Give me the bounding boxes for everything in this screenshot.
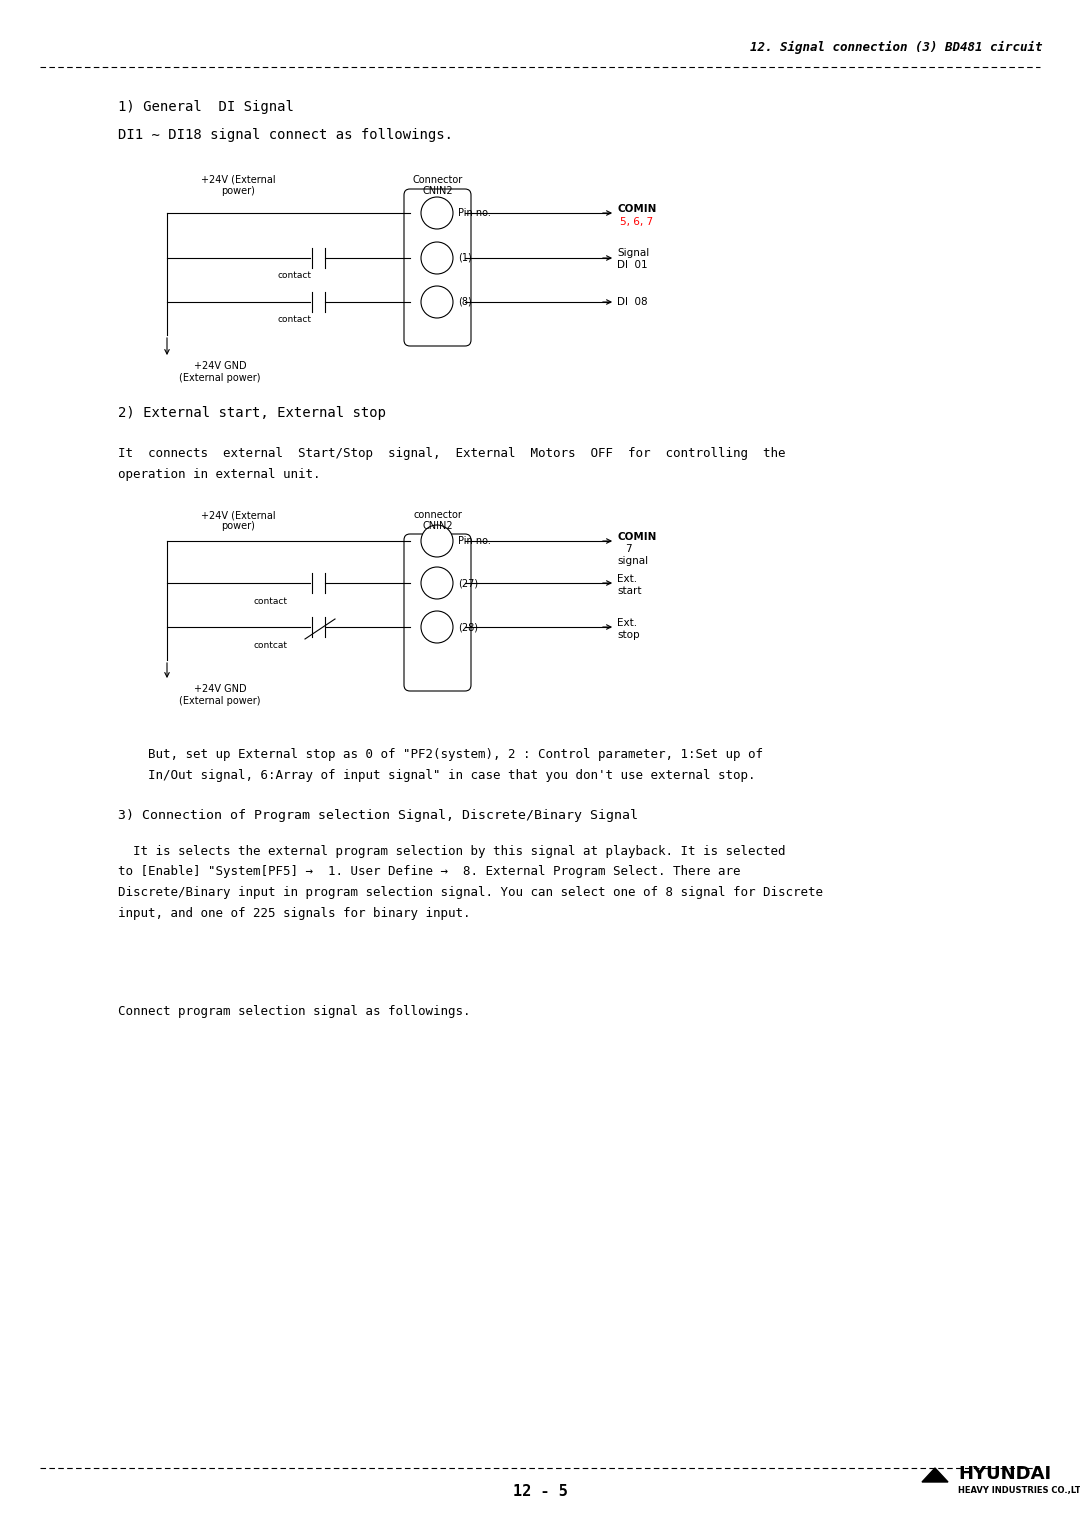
Text: +24V GND: +24V GND <box>193 361 246 371</box>
Text: contact: contact <box>278 270 312 280</box>
Text: +24V GND: +24V GND <box>193 685 246 694</box>
Text: contact: contact <box>253 596 287 605</box>
Text: Pin no.: Pin no. <box>458 536 491 545</box>
Circle shape <box>421 526 453 558</box>
Text: power): power) <box>221 186 255 196</box>
Text: COMIN: COMIN <box>617 532 657 542</box>
Text: (1): (1) <box>458 254 472 263</box>
Text: DI  01: DI 01 <box>617 260 648 270</box>
Polygon shape <box>922 1468 948 1482</box>
Text: 5, 6, 7: 5, 6, 7 <box>620 217 653 228</box>
Text: 2) External start, External stop: 2) External start, External stop <box>118 406 386 420</box>
Text: 7: 7 <box>625 544 632 555</box>
FancyBboxPatch shape <box>404 533 471 691</box>
Text: Signal: Signal <box>617 248 649 258</box>
Text: contact: contact <box>278 315 312 324</box>
Text: Ext.: Ext. <box>617 575 637 584</box>
Text: +24V (External: +24V (External <box>201 510 275 520</box>
Circle shape <box>421 611 453 643</box>
Text: It  connects  external  Start/Stop  signal,  External  Motors  OFF  for  control: It connects external Start/Stop signal, … <box>118 448 785 481</box>
Text: Connect program selection signal as followings.: Connect program selection signal as foll… <box>118 1005 471 1018</box>
Text: Pin no.: Pin no. <box>458 208 491 219</box>
Text: signal: signal <box>617 556 648 565</box>
Text: It is selects the external program selection by this signal at playback. It is s: It is selects the external program selec… <box>118 845 823 920</box>
Text: Connector: Connector <box>413 176 463 185</box>
Text: HEAVY INDUSTRIES CO.,LTD.: HEAVY INDUSTRIES CO.,LTD. <box>958 1485 1080 1494</box>
FancyBboxPatch shape <box>404 189 471 345</box>
Text: (28): (28) <box>458 622 478 633</box>
Text: connector: connector <box>414 510 462 520</box>
Text: power): power) <box>221 521 255 532</box>
Circle shape <box>421 286 453 318</box>
Text: DI  08: DI 08 <box>617 296 648 307</box>
Text: stop: stop <box>617 630 639 640</box>
Text: COMIN: COMIN <box>617 205 657 214</box>
Text: contcat: contcat <box>253 640 287 649</box>
Text: start: start <box>617 587 642 596</box>
Circle shape <box>421 567 453 599</box>
Text: Ext.: Ext. <box>617 617 637 628</box>
Circle shape <box>421 241 453 274</box>
Text: 12 - 5: 12 - 5 <box>513 1485 567 1499</box>
Text: 3) Connection of Program selection Signal, Discrete/Binary Signal: 3) Connection of Program selection Signa… <box>118 808 638 822</box>
Circle shape <box>421 197 453 229</box>
Text: (External power): (External power) <box>179 695 260 706</box>
Text: But, set up External stop as 0 of "PF2(system), 2 : Control parameter, 1:Set up : But, set up External stop as 0 of "PF2(s… <box>118 749 762 782</box>
Text: CNIN2: CNIN2 <box>422 186 454 196</box>
Text: 12. Signal connection (3) BD481 circuit: 12. Signal connection (3) BD481 circuit <box>750 40 1042 53</box>
Text: 1) General  DI Signal: 1) General DI Signal <box>118 99 294 115</box>
Text: CNIN2: CNIN2 <box>422 521 454 532</box>
Text: +24V (External: +24V (External <box>201 176 275 185</box>
Text: DI1 ∼ DI18 signal connect as followings.: DI1 ∼ DI18 signal connect as followings. <box>118 128 453 142</box>
Text: HYUNDAI: HYUNDAI <box>958 1465 1051 1484</box>
Text: (27): (27) <box>458 578 478 588</box>
Text: (8): (8) <box>458 296 472 307</box>
Text: (External power): (External power) <box>179 373 260 384</box>
